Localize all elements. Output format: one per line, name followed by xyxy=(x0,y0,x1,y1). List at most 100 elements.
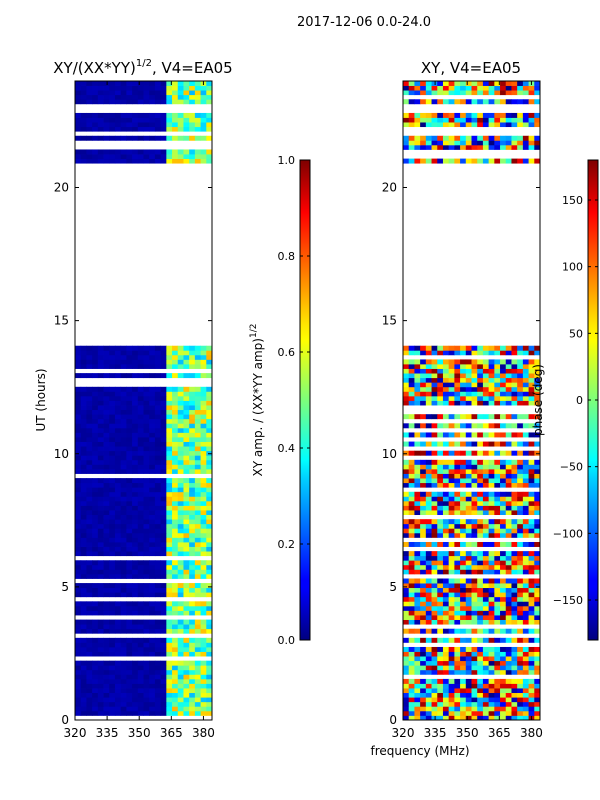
heatmap-cell xyxy=(120,642,127,648)
heatmap-cell xyxy=(126,587,133,593)
heatmap-cell xyxy=(414,414,421,420)
heatmap-cell xyxy=(425,140,432,146)
heatmap-cell xyxy=(114,642,122,648)
heatmap-cell xyxy=(132,126,139,132)
heatmap-cell xyxy=(465,373,472,379)
heatmap-cell xyxy=(522,441,529,447)
heatmap-cell xyxy=(437,345,444,351)
heatmap-cell xyxy=(86,592,93,598)
heatmap-cell xyxy=(408,158,415,164)
heatmap-cell xyxy=(482,350,490,356)
heatmap-cell xyxy=(132,605,139,611)
heatmap-cell xyxy=(511,432,518,438)
heatmap-cell xyxy=(92,706,99,712)
heatmap-cell xyxy=(408,395,415,401)
heatmap-cell xyxy=(97,122,104,128)
heatmap-cell xyxy=(154,560,162,566)
heatmap-cell xyxy=(460,468,467,474)
heatmap-cell xyxy=(437,459,444,465)
heatmap-cell xyxy=(200,500,207,506)
heatmap-cell xyxy=(132,418,139,424)
heatmap-cell xyxy=(437,615,444,620)
heatmap-cell xyxy=(194,532,201,538)
heatmap-cell xyxy=(103,546,110,552)
heatmap-cell xyxy=(471,615,478,620)
heatmap-cell xyxy=(534,391,540,397)
heatmap-cell xyxy=(511,391,518,397)
heatmap-cell xyxy=(477,656,484,662)
heatmap-cell xyxy=(534,596,540,602)
heatmap-cell xyxy=(200,464,207,470)
heatmap-cell xyxy=(92,683,99,689)
heatmap-cell xyxy=(160,427,167,433)
heatmap-cell xyxy=(482,99,490,105)
heatmap-cell xyxy=(154,359,162,365)
heatmap-cell xyxy=(420,368,427,374)
heatmap-cell xyxy=(97,678,104,684)
colorbar-tick-label: 0.2 xyxy=(278,538,296,551)
heatmap-cell xyxy=(431,578,438,584)
heatmap-cell xyxy=(511,382,518,388)
heatmap-cell xyxy=(500,441,507,447)
heatmap-cell xyxy=(103,701,110,707)
heatmap-cell xyxy=(80,674,87,680)
heatmap-cell xyxy=(177,683,184,689)
heatmap-cell xyxy=(448,528,455,534)
heatmap-cell xyxy=(431,592,438,598)
heatmap-cell xyxy=(143,651,150,657)
heatmap-cell xyxy=(97,624,104,630)
heatmap-cell xyxy=(126,688,133,694)
heatmap-cell xyxy=(528,541,535,547)
heatmap-cell xyxy=(206,409,212,415)
heatmap-cell xyxy=(454,578,461,584)
heatmap-cell xyxy=(442,482,450,488)
heatmap-cell xyxy=(194,414,201,420)
heatmap-cell xyxy=(488,99,495,105)
heatmap-cell xyxy=(206,94,212,100)
heatmap-cell xyxy=(137,94,144,100)
heatmap-cell xyxy=(160,345,167,351)
heatmap-cell xyxy=(511,482,518,488)
heatmap-cell xyxy=(420,500,427,506)
colorbar-tick-label: 100 xyxy=(562,261,583,274)
heatmap-cell xyxy=(132,496,139,502)
heatmap-cell xyxy=(437,90,444,96)
heatmap-cell xyxy=(183,450,190,456)
heatmap-cell xyxy=(437,706,444,712)
heatmap-cell xyxy=(160,605,167,611)
heatmap-cell xyxy=(528,482,535,488)
heatmap-cell xyxy=(511,505,518,511)
heatmap-cell xyxy=(420,532,427,538)
heatmap-cell xyxy=(120,135,127,141)
heatmap-cell xyxy=(154,564,162,570)
heatmap-cell xyxy=(454,592,461,598)
heatmap-cell xyxy=(517,715,524,720)
heatmap-cell xyxy=(160,400,167,406)
heatmap-cell xyxy=(80,692,87,698)
heatmap-cell xyxy=(528,519,535,525)
figure-suptitle: 2017-12-06 0.0-24.0 xyxy=(297,15,431,30)
heatmap-cell xyxy=(511,596,518,602)
heatmap-cell xyxy=(166,122,173,128)
heatmap-cell xyxy=(92,592,99,598)
heatmap-cell xyxy=(420,706,427,712)
heatmap-cell xyxy=(442,697,450,703)
heatmap-cell xyxy=(448,578,455,584)
heatmap-cell xyxy=(200,628,207,634)
heatmap-cell xyxy=(431,692,438,698)
heatmap-cell xyxy=(505,665,512,671)
heatmap-cell xyxy=(414,669,421,675)
heatmap-cell xyxy=(126,373,133,379)
heatmap-cell xyxy=(120,537,127,543)
heatmap-cell xyxy=(109,94,116,100)
heatmap-cell xyxy=(137,583,144,589)
heatmap-cell xyxy=(482,459,490,465)
heatmap-cell xyxy=(494,665,501,671)
heatmap-cell xyxy=(86,154,93,159)
heatmap-cell xyxy=(465,619,472,625)
heatmap-cell xyxy=(137,400,144,406)
heatmap-cell xyxy=(183,468,190,474)
heatmap-cell xyxy=(442,373,450,379)
heatmap-cell xyxy=(414,678,421,684)
heatmap-cell xyxy=(454,660,461,666)
